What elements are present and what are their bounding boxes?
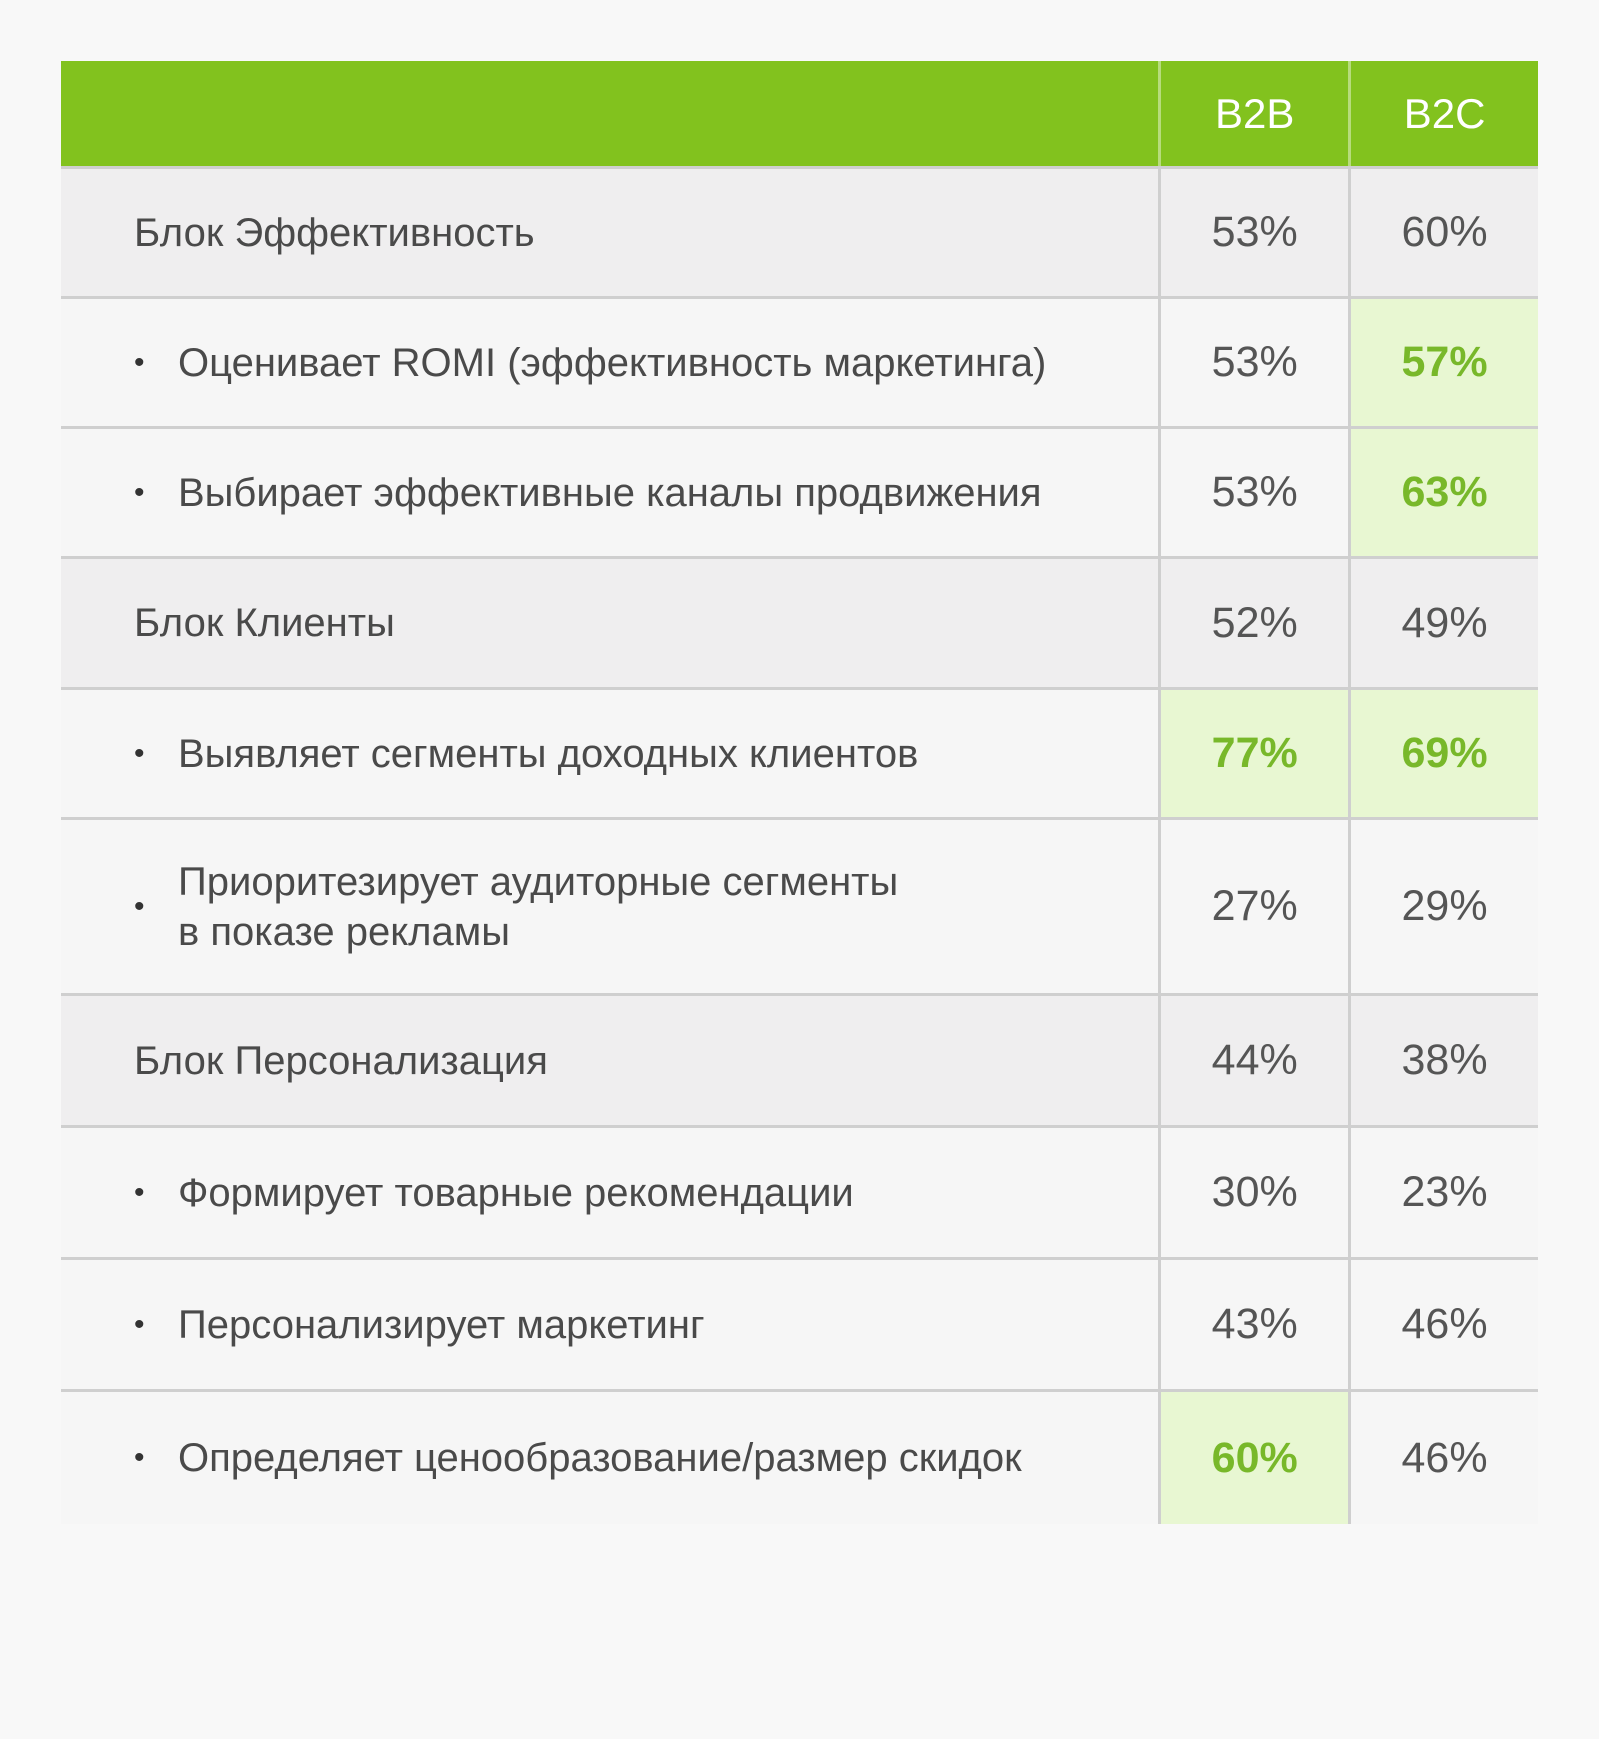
b2c-value: 63% xyxy=(1348,429,1538,556)
b2c-value: 23% xyxy=(1348,1128,1538,1257)
row-label-text: Выявляет сегменты доходных клиентов xyxy=(178,731,919,776)
table-item-row: • Формирует товарные рекомендации 30% 23% xyxy=(61,1125,1538,1257)
table-body: Блок Эффективность 53% 60% • Оценивает ROMI … xyxy=(61,166,1538,1524)
b2b-value: 53% xyxy=(1158,299,1348,426)
table-item-row: • Определяет ценообразование/размер скидо… xyxy=(61,1389,1538,1524)
b2b-value: 43% xyxy=(1158,1260,1348,1389)
row-label-text: Блок Персонализация xyxy=(134,1038,548,1083)
bullet-icon: • xyxy=(134,736,145,770)
row-label: Блок Эффективность xyxy=(61,169,1158,296)
table-item-row: • Оценивает ROMI (эффективность маркетинг… xyxy=(61,296,1538,426)
b2b-value: 53% xyxy=(1158,429,1348,556)
table-item-row: • Приоритезирует аудиторные сегменты в по… xyxy=(61,817,1538,993)
table-block-row: Блок Персонализация 44% 38% xyxy=(61,993,1538,1125)
comparison-table: B2B B2C Блок Эффективность 53% 60% • Оценива… xyxy=(61,61,1538,1524)
b2c-value: 69% xyxy=(1348,690,1538,817)
row-label-text: Блок Клиенты xyxy=(134,601,395,645)
row-label: • Приоритезирует аудиторные сегменты в по… xyxy=(61,820,1158,993)
b2b-value: 27% xyxy=(1158,820,1348,993)
table-header-row: B2B B2C xyxy=(61,61,1538,166)
b2c-value: 46% xyxy=(1348,1260,1538,1389)
row-label-text: Формирует товарные рекомендации xyxy=(178,1170,854,1215)
row-label: Блок Клиенты xyxy=(61,559,1158,687)
table-item-row: • Персонализирует маркетинг 43% 46% xyxy=(61,1257,1538,1389)
header-b2c: B2C xyxy=(1348,61,1538,166)
b2c-value: 57% xyxy=(1348,299,1538,426)
b2c-value: 29% xyxy=(1348,820,1538,993)
row-label: • Выбирает эффективные каналы продвижения xyxy=(61,429,1158,556)
row-label-text: Определяет ценообразование/размер скидок xyxy=(178,1436,1022,1480)
b2b-value: 30% xyxy=(1158,1128,1348,1257)
bullet-icon: • xyxy=(134,1175,145,1209)
row-label: • Персонализирует маркетинг xyxy=(61,1260,1158,1389)
row-label: Блок Персонализация xyxy=(61,996,1158,1125)
b2b-value: 52% xyxy=(1158,559,1348,687)
row-label-text: Блок Эффективность xyxy=(134,210,535,255)
row-label: • Выявляет сегменты доходных клиентов xyxy=(61,690,1158,817)
table-block-row: Блок Эффективность 53% 60% xyxy=(61,166,1538,296)
b2c-value: 49% xyxy=(1348,559,1538,687)
row-label-text: Персонализирует маркетинг xyxy=(178,1302,705,1347)
b2b-value: 44% xyxy=(1158,996,1348,1125)
row-label-text: Приоритезирует аудиторные сегменты в пок… xyxy=(178,859,899,954)
header-empty-cell xyxy=(61,61,1158,166)
bullet-icon: • xyxy=(134,475,145,509)
b2c-value: 46% xyxy=(1348,1392,1538,1524)
b2b-value: 60% xyxy=(1158,1392,1349,1524)
b2c-value: 38% xyxy=(1348,996,1538,1125)
b2b-value: 53% xyxy=(1158,169,1348,296)
table-item-row: • Выбирает эффективные каналы продвижения… xyxy=(61,426,1538,556)
row-label: • Определяет ценообразование/размер скидо… xyxy=(61,1392,1158,1524)
b2b-value: 77% xyxy=(1158,690,1349,817)
bullet-icon: • xyxy=(134,1307,145,1341)
header-b2b: B2B xyxy=(1158,61,1348,166)
row-label: • Формирует товарные рекомендации xyxy=(61,1128,1158,1257)
bullet-icon: • xyxy=(134,345,145,379)
table-block-row: Блок Клиенты 52% 49% xyxy=(61,556,1538,687)
row-label: • Оценивает ROMI (эффективность маркетинг… xyxy=(61,299,1158,426)
bullet-icon: • xyxy=(134,889,145,923)
bullet-icon: • xyxy=(134,1441,145,1474)
table-item-row: • Выявляет сегменты доходных клиентов 77% 6… xyxy=(61,687,1538,817)
b2c-value: 60% xyxy=(1348,169,1538,296)
row-label-text: Оценивает ROMI (эффективность маркетинга… xyxy=(178,340,1047,385)
row-label-text: Выбирает эффективные каналы продвижения xyxy=(178,470,1042,515)
